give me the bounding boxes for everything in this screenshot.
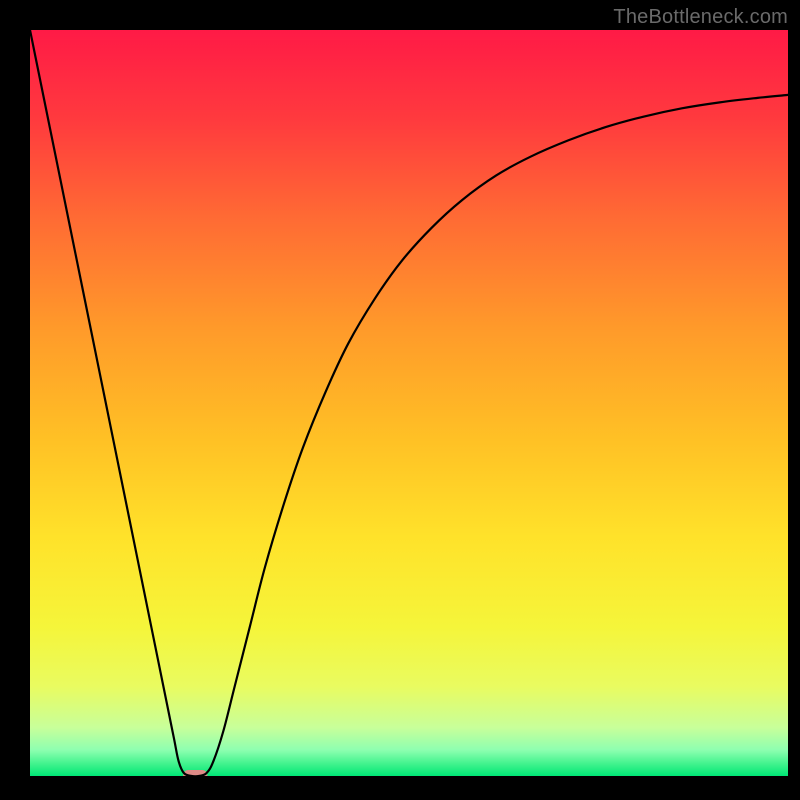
watermark-text: TheBottleneck.com [613, 6, 788, 29]
chart-svg [30, 30, 788, 776]
gradient-background [30, 30, 788, 776]
figure-root: TheBottleneck.com [0, 0, 800, 800]
plot-area [30, 30, 788, 776]
